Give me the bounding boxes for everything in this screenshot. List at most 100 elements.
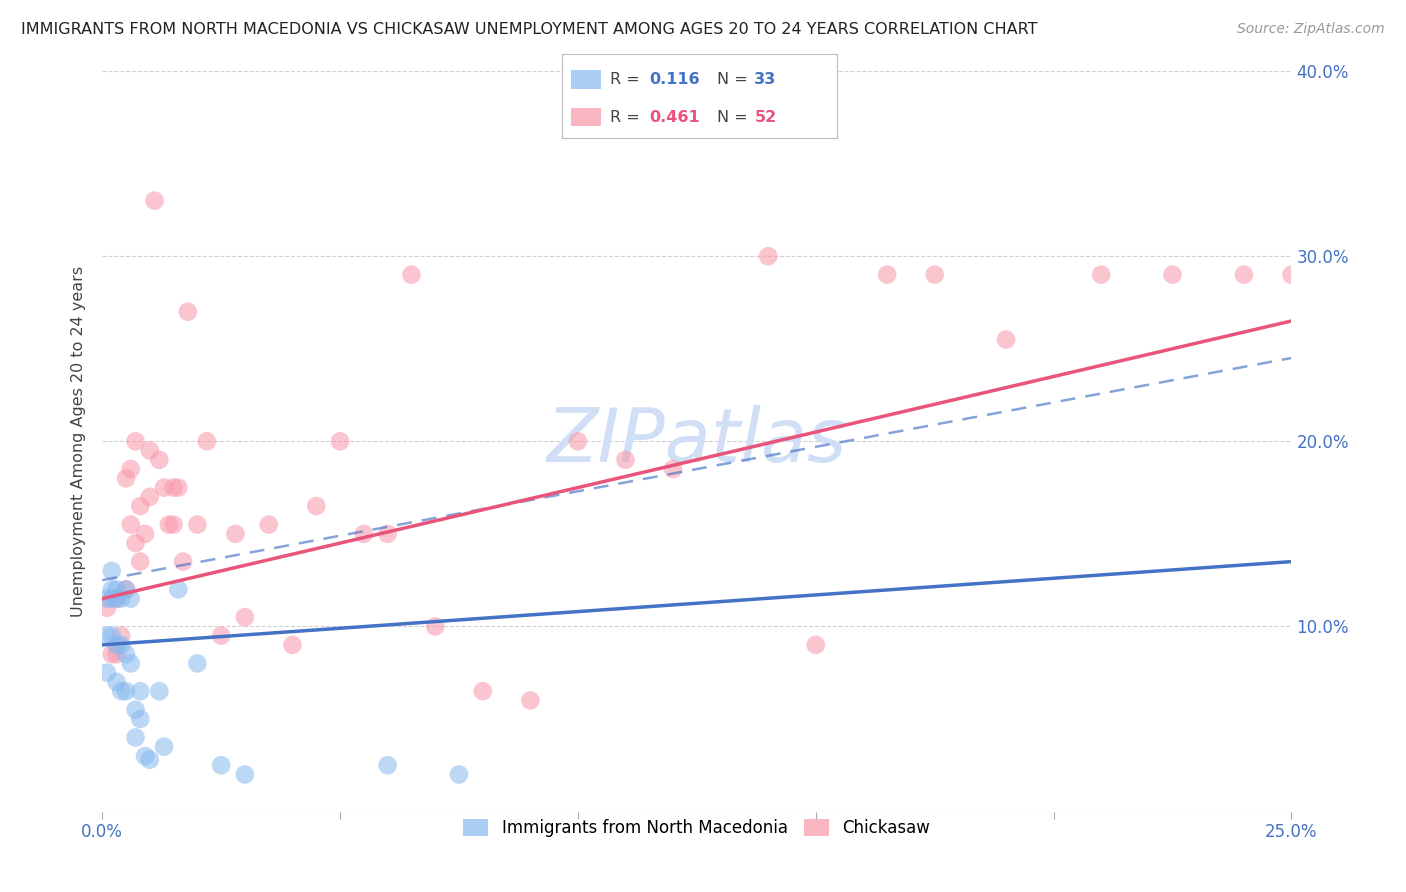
Point: [172, 555, 194, 569]
Point: [115, 647, 138, 661]
Point: [924, 268, 946, 282]
Point: [124, 731, 146, 745]
Point: [115, 471, 138, 485]
Text: 52: 52: [754, 110, 776, 125]
Point: [162, 517, 184, 532]
Point: [120, 517, 142, 532]
Point: [804, 638, 827, 652]
Point: [148, 452, 170, 467]
Point: [1281, 268, 1303, 282]
Point: [129, 555, 152, 569]
Point: [120, 462, 142, 476]
Point: [257, 517, 280, 532]
Point: [157, 517, 180, 532]
Point: [567, 434, 589, 449]
Point: [124, 703, 146, 717]
Point: [96, 665, 118, 680]
Bar: [571, 70, 600, 89]
Point: [129, 499, 152, 513]
Point: [100, 591, 122, 606]
Point: [134, 526, 156, 541]
Point: [100, 647, 122, 661]
Point: [329, 434, 352, 449]
Point: [1090, 268, 1112, 282]
Point: [177, 304, 200, 318]
Point: [162, 481, 184, 495]
Point: [100, 564, 122, 578]
Point: [100, 582, 122, 597]
Point: [115, 684, 138, 698]
Point: [143, 194, 166, 208]
Point: [233, 767, 256, 781]
Legend: Immigrants from North Macedonia, Chickasaw: Immigrants from North Macedonia, Chickas…: [457, 813, 938, 844]
Point: [105, 675, 128, 690]
Point: [148, 684, 170, 698]
Point: [100, 629, 122, 643]
Point: [124, 536, 146, 550]
Point: [1233, 268, 1256, 282]
Text: IMMIGRANTS FROM NORTH MACEDONIA VS CHICKASAW UNEMPLOYMENT AMONG AGES 20 TO 24 YE: IMMIGRANTS FROM NORTH MACEDONIA VS CHICK…: [21, 22, 1038, 37]
Point: [425, 619, 447, 633]
Point: [186, 657, 208, 671]
Point: [377, 758, 399, 772]
Y-axis label: Unemployment Among Ages 20 to 24 years: Unemployment Among Ages 20 to 24 years: [72, 266, 86, 617]
Point: [110, 684, 132, 698]
Point: [876, 268, 898, 282]
Point: [139, 443, 162, 458]
Point: [96, 591, 118, 606]
Text: R =: R =: [610, 110, 645, 125]
Text: 0.116: 0.116: [648, 72, 699, 87]
Point: [110, 629, 132, 643]
Point: [115, 582, 138, 597]
Point: [105, 591, 128, 606]
Point: [120, 591, 142, 606]
Point: [353, 526, 375, 541]
Point: [281, 638, 304, 652]
Point: [167, 582, 190, 597]
Point: [129, 684, 152, 698]
Point: [471, 684, 494, 698]
Point: [305, 499, 328, 513]
Point: [153, 739, 176, 754]
Point: [377, 526, 399, 541]
Point: [105, 647, 128, 661]
Point: [96, 600, 118, 615]
Point: [110, 638, 132, 652]
Point: [195, 434, 218, 449]
Point: [186, 517, 208, 532]
Point: [105, 582, 128, 597]
Point: [1161, 268, 1184, 282]
Point: [139, 753, 162, 767]
Point: [96, 629, 118, 643]
Point: [519, 693, 541, 707]
Point: [105, 591, 128, 606]
Point: [105, 638, 128, 652]
Point: [995, 333, 1018, 347]
Point: [129, 712, 152, 726]
Text: N =: N =: [717, 72, 754, 87]
Point: [662, 462, 685, 476]
Point: [139, 490, 162, 504]
Point: [224, 526, 246, 541]
Point: [167, 481, 190, 495]
Point: [115, 582, 138, 597]
Text: N =: N =: [717, 110, 754, 125]
Point: [110, 591, 132, 606]
Text: ZIPatlas: ZIPatlas: [547, 405, 846, 477]
Point: [614, 452, 637, 467]
Point: [447, 767, 470, 781]
Point: [209, 758, 232, 772]
Point: [233, 610, 256, 624]
Point: [209, 629, 232, 643]
Point: [401, 268, 423, 282]
Text: 0.461: 0.461: [648, 110, 699, 125]
Point: [124, 434, 146, 449]
Point: [756, 249, 779, 263]
Point: [153, 481, 176, 495]
Bar: [571, 108, 600, 127]
Point: [120, 657, 142, 671]
Text: 33: 33: [754, 72, 776, 87]
Text: R =: R =: [610, 72, 645, 87]
Point: [134, 749, 156, 764]
Text: Source: ZipAtlas.com: Source: ZipAtlas.com: [1237, 22, 1385, 37]
